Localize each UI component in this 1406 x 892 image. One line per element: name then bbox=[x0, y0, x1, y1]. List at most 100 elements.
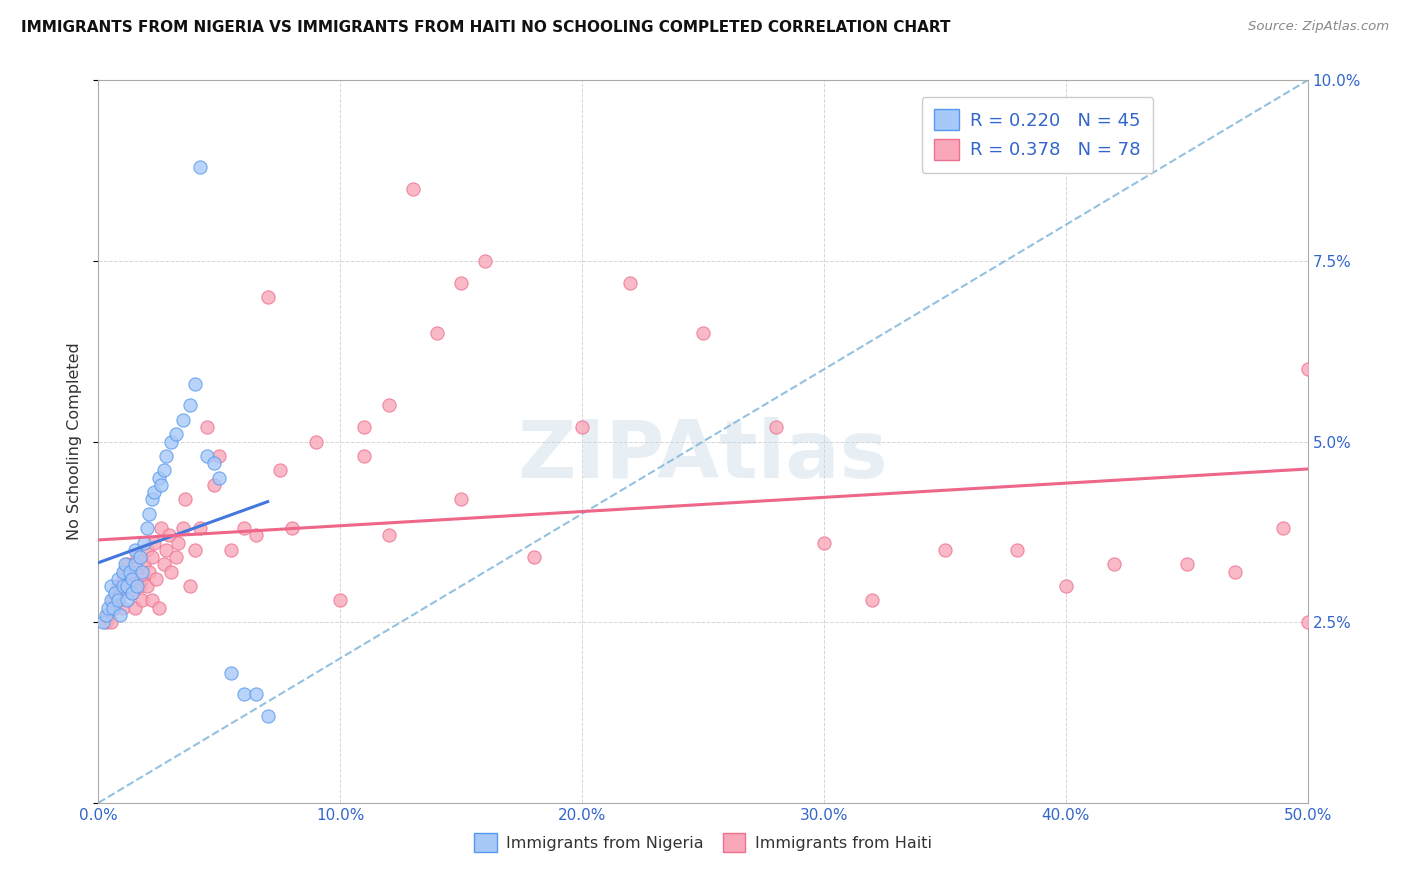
Point bbox=[135, 542, 157, 557]
Point bbox=[94, 607, 117, 622]
Point bbox=[97, 600, 120, 615]
Point bbox=[141, 550, 163, 565]
Point bbox=[813, 535, 835, 549]
Point bbox=[155, 542, 177, 557]
Point bbox=[281, 521, 304, 535]
Point bbox=[188, 160, 211, 174]
Point bbox=[107, 593, 129, 607]
Point bbox=[353, 420, 375, 434]
Point bbox=[100, 615, 122, 630]
Point bbox=[523, 550, 546, 565]
Point bbox=[117, 558, 139, 572]
Point bbox=[134, 535, 156, 549]
Point bbox=[150, 478, 173, 492]
Point bbox=[111, 565, 134, 579]
Point bbox=[1296, 362, 1319, 376]
Point bbox=[221, 542, 243, 557]
Point bbox=[188, 521, 211, 535]
Point bbox=[232, 521, 254, 535]
Point bbox=[160, 434, 183, 449]
Point bbox=[124, 558, 146, 572]
Point bbox=[184, 376, 207, 391]
Text: Source: ZipAtlas.com: Source: ZipAtlas.com bbox=[1249, 20, 1389, 33]
Point bbox=[104, 600, 127, 615]
Point bbox=[131, 565, 153, 579]
Point bbox=[934, 542, 956, 557]
Point bbox=[619, 276, 641, 290]
Point bbox=[377, 398, 399, 412]
Point bbox=[1272, 521, 1295, 535]
Point bbox=[94, 615, 117, 630]
Point bbox=[1175, 558, 1198, 572]
Point bbox=[111, 572, 134, 586]
Point bbox=[128, 550, 150, 565]
Point bbox=[426, 326, 449, 340]
Point bbox=[118, 565, 141, 579]
Point bbox=[124, 600, 146, 615]
Point bbox=[1054, 579, 1077, 593]
Point bbox=[117, 593, 139, 607]
Legend: Immigrants from Nigeria, Immigrants from Haiti: Immigrants from Nigeria, Immigrants from… bbox=[467, 825, 939, 860]
Point bbox=[172, 521, 194, 535]
Point bbox=[134, 558, 156, 572]
Point bbox=[121, 572, 143, 586]
Point bbox=[377, 528, 399, 542]
Point bbox=[128, 579, 150, 593]
Point bbox=[329, 593, 352, 607]
Point bbox=[141, 492, 163, 507]
Point bbox=[127, 550, 149, 565]
Point bbox=[160, 565, 183, 579]
Point bbox=[1296, 615, 1319, 630]
Point bbox=[107, 572, 129, 586]
Point bbox=[450, 492, 472, 507]
Point bbox=[208, 471, 231, 485]
Point bbox=[101, 593, 124, 607]
Point bbox=[474, 254, 496, 268]
Point bbox=[172, 413, 194, 427]
Point bbox=[353, 449, 375, 463]
Point bbox=[138, 565, 160, 579]
Point bbox=[155, 449, 177, 463]
Point bbox=[204, 478, 226, 492]
Point bbox=[114, 565, 136, 579]
Point bbox=[152, 558, 174, 572]
Point bbox=[450, 276, 472, 290]
Point bbox=[174, 492, 197, 507]
Point bbox=[141, 593, 163, 607]
Point bbox=[765, 420, 787, 434]
Point bbox=[127, 579, 149, 593]
Point bbox=[195, 420, 218, 434]
Point bbox=[91, 615, 114, 630]
Point bbox=[165, 427, 187, 442]
Point bbox=[138, 507, 160, 521]
Point bbox=[121, 586, 143, 600]
Point bbox=[245, 687, 267, 701]
Point bbox=[179, 398, 201, 412]
Point bbox=[131, 593, 153, 607]
Point bbox=[152, 463, 174, 477]
Point bbox=[117, 579, 139, 593]
Point bbox=[135, 521, 157, 535]
Point bbox=[195, 449, 218, 463]
Point bbox=[157, 528, 180, 542]
Point bbox=[179, 579, 201, 593]
Point bbox=[124, 565, 146, 579]
Point bbox=[1102, 558, 1125, 572]
Point bbox=[165, 550, 187, 565]
Point bbox=[692, 326, 714, 340]
Point bbox=[100, 593, 122, 607]
Point bbox=[107, 593, 129, 607]
Point bbox=[1007, 542, 1029, 557]
Point bbox=[232, 687, 254, 701]
Point bbox=[1223, 565, 1246, 579]
Point bbox=[148, 600, 170, 615]
Point bbox=[114, 558, 136, 572]
Point bbox=[100, 579, 122, 593]
Point bbox=[860, 593, 883, 607]
Point bbox=[135, 579, 157, 593]
Point bbox=[117, 579, 139, 593]
Point bbox=[571, 420, 593, 434]
Point bbox=[101, 600, 124, 615]
Point bbox=[402, 182, 425, 196]
Point bbox=[184, 542, 207, 557]
